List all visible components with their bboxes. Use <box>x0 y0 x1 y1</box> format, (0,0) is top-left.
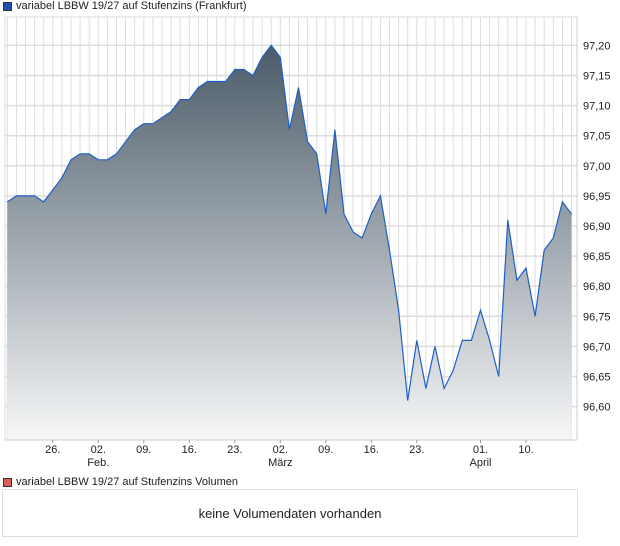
y-tick-label: 96,90 <box>583 221 611 233</box>
x-tick-label: 01. <box>473 444 488 456</box>
y-tick-label: 96,65 <box>583 372 611 384</box>
y-tick-label: 96,70 <box>583 341 611 353</box>
price-legend-label: variabel LBBW 19/27 auf Stufenzins (Fran… <box>16 0 247 12</box>
volume-legend-label: variabel LBBW 19/27 auf Stufenzins Volum… <box>16 476 238 488</box>
x-tick-label: 10. <box>518 444 533 456</box>
volume-empty-message: keine Volumendaten vorhanden <box>198 505 382 521</box>
volume-panel: keine Volumendaten vorhanden <box>2 489 578 537</box>
x-tick-label: 09. <box>136 444 151 456</box>
volume-legend: variabel LBBW 19/27 auf Stufenzins Volum… <box>3 476 238 488</box>
x-tick-label: 02. <box>91 444 106 456</box>
price-area <box>7 45 572 441</box>
x-month-label: März <box>268 457 292 469</box>
y-tick-label: 96,85 <box>583 251 611 263</box>
y-tick-label: 97,05 <box>583 131 611 143</box>
y-tick-label: 97,10 <box>583 101 611 113</box>
y-tick-label: 96,80 <box>583 281 611 293</box>
price-legend: variabel LBBW 19/27 auf Stufenzins (Fran… <box>3 0 247 12</box>
price-legend-swatch <box>3 1 12 11</box>
y-tick-label: 96,95 <box>583 191 611 203</box>
x-tick-label: 23. <box>227 444 242 456</box>
x-tick-label: 09. <box>318 444 333 456</box>
y-tick-label: 97,00 <box>583 161 611 173</box>
y-tick-label: 96,75 <box>583 311 611 323</box>
y-tick-label: 96,60 <box>583 402 611 414</box>
x-tick-label: 26. <box>45 444 60 456</box>
x-month-label: Feb. <box>87 457 109 469</box>
x-tick-label: 16. <box>182 444 197 456</box>
x-tick-label: 02. <box>273 444 288 456</box>
price-line <box>6 44 572 401</box>
x-tick-label: 23. <box>409 444 424 456</box>
x-tick-label: 16. <box>364 444 379 456</box>
x-month-label: April <box>469 457 491 469</box>
y-tick-label: 97,15 <box>583 71 611 83</box>
volume-legend-swatch <box>3 477 12 487</box>
y-tick-label: 97,20 <box>583 40 611 52</box>
price-chart: 96,60 96,65 96,70 96,75 96,80 96,85 96,90 96,95… <box>4 16 611 469</box>
